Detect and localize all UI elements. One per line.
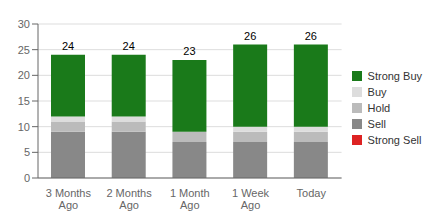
svg-text:1 WeekAgo: 1 WeekAgo bbox=[232, 187, 270, 211]
svg-text:24: 24 bbox=[123, 40, 135, 52]
html-text:Sell: Sell bbox=[367, 118, 386, 130]
svg-text:2 MonthsAgo: 2 MonthsAgo bbox=[106, 187, 152, 211]
html-text:Buy: Buy bbox=[367, 86, 387, 98]
html-text:Strong Buy: Strong Buy bbox=[367, 70, 422, 82]
svg-text:20: 20 bbox=[18, 69, 30, 81]
svg-text:0: 0 bbox=[24, 172, 30, 184]
svg-text:1 MonthAgo: 1 MonthAgo bbox=[170, 187, 210, 211]
html-text:Hold: Hold bbox=[367, 102, 391, 114]
svg-text:26: 26 bbox=[305, 30, 317, 42]
svg-text:3 MonthsAgo: 3 MonthsAgo bbox=[46, 187, 92, 211]
svg-text:26: 26 bbox=[244, 30, 256, 42]
svg-text:Today: Today bbox=[297, 187, 327, 199]
svg-text:25: 25 bbox=[18, 44, 30, 56]
svg-text:10: 10 bbox=[18, 121, 30, 133]
svg-text:30: 30 bbox=[18, 18, 30, 30]
svg-text:5: 5 bbox=[24, 146, 30, 158]
svg-text:23: 23 bbox=[183, 45, 195, 57]
svg-text:15: 15 bbox=[18, 95, 30, 107]
html-text:Strong Sell: Strong Sell bbox=[367, 134, 422, 146]
svg-text:24: 24 bbox=[62, 40, 74, 52]
